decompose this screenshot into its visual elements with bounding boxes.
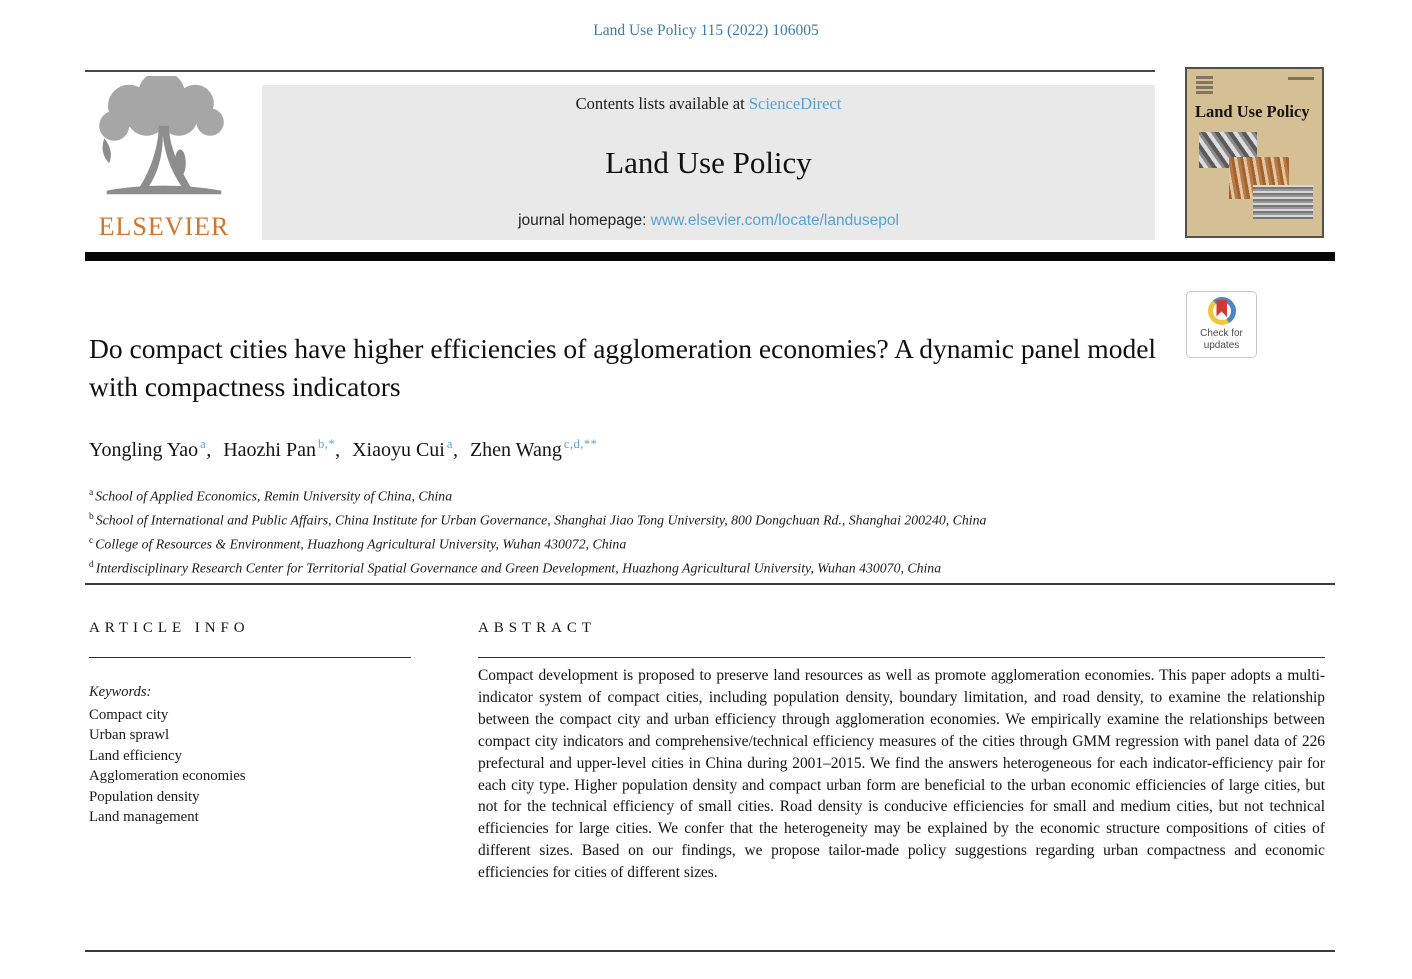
crossmark-ring-icon (1207, 297, 1236, 325)
keyword-item: Urban sprawl (89, 727, 170, 744)
keywords-label: Keywords: (89, 684, 152, 700)
author-line: Yongling Yao a, Haozhi Pan b,*, Xiaoyu Cui… (89, 437, 604, 462)
affiliations: a School of Applied Economics, Remin Univ… (89, 483, 1329, 579)
cover-publisher-icon (1196, 76, 1213, 95)
journal-banner: Contents lists available at ScienceDirec… (262, 85, 1155, 240)
cover-village-image (1253, 185, 1313, 219)
affiliation-row: b School of International and Public Affa… (89, 512, 987, 528)
article-info-underline (89, 657, 411, 659)
keyword-item: Agglomeration economies (89, 768, 246, 785)
journal-cover-thumbnail: Land Use Policy (1185, 67, 1324, 238)
abstract-text: Compact development is proposed to prese… (478, 667, 1325, 882)
article-info-heading: ARTICLE INFO (89, 620, 250, 636)
contents-line: Contents lists available at ScienceDirec… (576, 94, 842, 114)
journal-title: Land Use Policy (605, 145, 812, 180)
author: Xiaoyu Cui a, (352, 437, 458, 461)
keyword-item: Population density (89, 788, 200, 805)
author-affiliation-sup: a (200, 437, 207, 451)
author: Yongling Yao a, (89, 437, 212, 461)
keyword-item: Land efficiency (89, 747, 182, 764)
cover-issn-mark (1288, 77, 1314, 80)
contents-prefix: Contents lists available at (575, 94, 745, 113)
affiliation-row: c College of Resources & Environment, Hua… (89, 536, 627, 552)
author-affiliation-sup: b,* (317, 437, 336, 451)
crossmark-bookmark-icon (1216, 300, 1227, 317)
homepage-label: journal homepage: (518, 212, 647, 229)
journal-citation: Land Use Policy 115 (2022) 106005 (593, 22, 819, 39)
abstract-underline (478, 657, 1325, 659)
masthead-black-bar (85, 252, 1335, 261)
masthead-top-rule (85, 70, 1155, 72)
paper-title: Do compact cities have higher efficienci… (89, 333, 1157, 402)
author: Haozhi Pan b,*, (223, 437, 341, 461)
sciencedirect-link[interactable]: ScienceDirect (748, 94, 842, 113)
author-affiliation-sup: c,d,** (563, 437, 598, 451)
author: Zhen Wang c,d,** (469, 437, 598, 461)
cover-title: Land Use Policy (1195, 102, 1310, 121)
homepage-line: journal homepage: www.elsevier.com/locat… (518, 212, 899, 230)
affiliation-row: a School of Applied Economics, Remin Univ… (89, 488, 453, 504)
elsevier-logo: ELSEVIER (89, 76, 239, 244)
keyword-item: Land management (89, 809, 199, 826)
footer-rule (85, 950, 1335, 952)
author-affiliation-sup: a (446, 437, 453, 451)
homepage-link[interactable]: www.elsevier.com/locate/landusepol (650, 212, 899, 229)
keyword-item: Compact city (89, 707, 169, 723)
abstract-heading: ABSTRACT (478, 620, 596, 636)
keywords-list: Compact city Urban sprawl Land efficienc… (89, 705, 246, 827)
affiliation-row: d Interdisciplinary Research Center for T… (89, 560, 942, 576)
section-divider-rule (85, 583, 1335, 585)
check-badge-label: Check for updates (1200, 328, 1243, 351)
elsevier-tree-icon (99, 76, 224, 195)
elsevier-wordmark: ELSEVIER (98, 212, 230, 241)
check-for-updates-badge[interactable]: Check for updates (1186, 291, 1257, 358)
